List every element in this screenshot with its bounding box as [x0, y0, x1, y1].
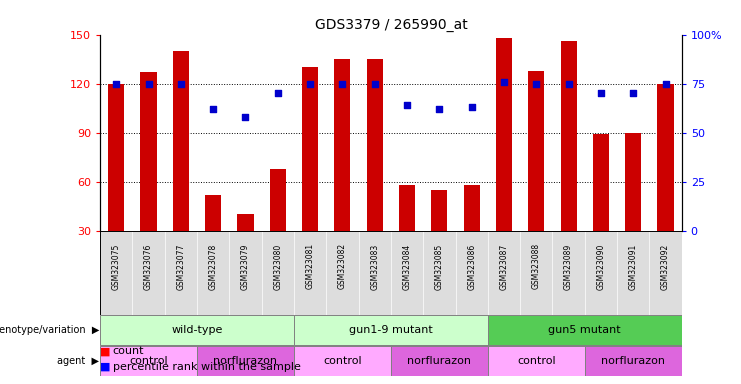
Bar	[302, 67, 318, 231]
Bar	[334, 59, 350, 231]
Point	[304, 81, 316, 87]
Text: GSM323077: GSM323077	[176, 243, 185, 290]
Point	[239, 114, 251, 120]
Bar	[399, 185, 415, 231]
Point	[175, 81, 187, 87]
Text: genotype/variation  ▶: genotype/variation ▶	[0, 325, 99, 335]
Text: count: count	[113, 346, 144, 356]
Point	[659, 81, 671, 87]
Point	[142, 81, 154, 87]
Bar	[528, 71, 545, 231]
Text: GSM323082: GSM323082	[338, 243, 347, 290]
Point	[562, 81, 574, 87]
Text: GSM323088: GSM323088	[532, 243, 541, 290]
Bar	[237, 214, 253, 231]
Bar	[657, 84, 674, 231]
Point	[110, 81, 122, 87]
Text: GSM323083: GSM323083	[370, 243, 379, 290]
Bar	[391, 346, 488, 376]
Text: percentile rank within the sample: percentile rank within the sample	[113, 362, 301, 372]
Point	[531, 81, 542, 87]
Text: GSM323078: GSM323078	[209, 243, 218, 290]
Text: control: control	[129, 356, 167, 366]
Bar	[173, 51, 189, 231]
Point	[466, 104, 478, 110]
Text: ■: ■	[100, 346, 110, 356]
Point	[498, 79, 510, 85]
Text: GSM323086: GSM323086	[467, 243, 476, 290]
Bar	[593, 134, 609, 231]
Bar	[488, 315, 682, 345]
Bar	[431, 190, 448, 231]
Text: control: control	[517, 356, 556, 366]
Bar	[496, 38, 512, 231]
Text: norflurazon: norflurazon	[601, 356, 665, 366]
Bar	[294, 346, 391, 376]
Point	[628, 90, 639, 96]
Text: norflurazon: norflurazon	[213, 356, 277, 366]
Text: GSM323092: GSM323092	[661, 243, 670, 290]
Bar	[108, 84, 124, 231]
Bar	[367, 59, 383, 231]
Bar	[488, 346, 585, 376]
Bar	[625, 132, 641, 231]
Text: control: control	[323, 356, 362, 366]
Bar	[141, 72, 156, 231]
Point	[272, 90, 284, 96]
Point	[207, 106, 219, 112]
Bar	[197, 346, 294, 376]
Text: ■: ■	[100, 362, 110, 372]
Bar	[294, 315, 488, 345]
Text: GSM323091: GSM323091	[629, 243, 638, 290]
Bar	[100, 346, 197, 376]
Text: wild-type: wild-type	[171, 325, 222, 335]
Bar	[205, 195, 222, 231]
Text: GSM323081: GSM323081	[305, 243, 315, 290]
Text: gun5 mutant: gun5 mutant	[548, 325, 621, 335]
Bar	[585, 346, 682, 376]
Bar	[464, 185, 479, 231]
Text: GSM323079: GSM323079	[241, 243, 250, 290]
Text: GSM323087: GSM323087	[499, 243, 508, 290]
Text: gun1-9 mutant: gun1-9 mutant	[349, 325, 433, 335]
Text: GSM323080: GSM323080	[273, 243, 282, 290]
Text: GSM323075: GSM323075	[112, 243, 121, 290]
Point	[336, 81, 348, 87]
Bar	[100, 315, 294, 345]
Point	[369, 81, 381, 87]
Text: GSM323084: GSM323084	[402, 243, 411, 290]
Text: GSM323089: GSM323089	[564, 243, 573, 290]
Text: norflurazon: norflurazon	[408, 356, 471, 366]
Point	[401, 102, 413, 108]
Title: GDS3379 / 265990_at: GDS3379 / 265990_at	[314, 18, 468, 32]
Bar	[270, 169, 286, 231]
Point	[595, 90, 607, 96]
Bar	[560, 41, 576, 231]
Text: GSM323090: GSM323090	[597, 243, 605, 290]
Text: agent  ▶: agent ▶	[57, 356, 99, 366]
Text: GSM323076: GSM323076	[144, 243, 153, 290]
Text: GSM323085: GSM323085	[435, 243, 444, 290]
Point	[433, 106, 445, 112]
